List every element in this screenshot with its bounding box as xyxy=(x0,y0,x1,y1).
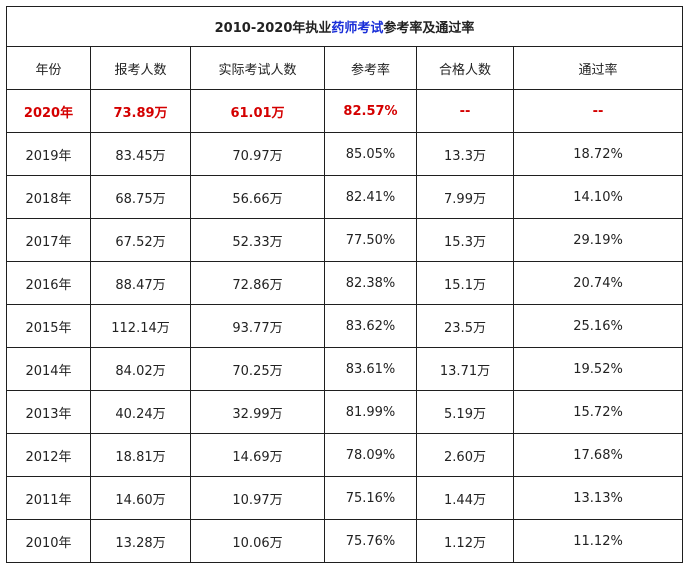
cell-participation: 78.09% xyxy=(324,433,417,477)
cell-applicants: 40.24万 xyxy=(90,390,191,434)
table-row: 2017年 67.52万 52.33万 77.50% 15.3万 29.19% xyxy=(6,218,684,262)
table-row: 2013年 40.24万 32.99万 81.99% 5.19万 15.72% xyxy=(6,390,684,434)
cell-pass-rate: 17.68% xyxy=(512,433,684,477)
title-link-pharmacist-exam[interactable]: 药师考试 xyxy=(331,21,384,36)
cell-participation: 82.57% xyxy=(324,89,417,133)
cell-participation: 81.99% xyxy=(324,390,417,434)
cell-pass-rate: 18.72% xyxy=(512,132,684,176)
cell-pass-rate: 11.12% xyxy=(512,519,684,563)
header-row: 年份 报考人数 实际考试人数 参考率 合格人数 通过率 xyxy=(6,46,684,90)
header-examinees: 实际考试人数 xyxy=(190,46,325,90)
cell-pass-rate: 29.19% xyxy=(512,218,684,262)
cell-applicants: 112.14万 xyxy=(90,304,191,348)
cell-applicants: 18.81万 xyxy=(90,433,191,477)
cell-year: 2015年 xyxy=(6,304,91,348)
table-row: 2018年 68.75万 56.66万 82.41% 7.99万 14.10% xyxy=(6,175,684,219)
cell-examinees: 93.77万 xyxy=(190,304,325,348)
cell-passed: 1.12万 xyxy=(416,519,514,563)
header-passed: 合格人数 xyxy=(416,46,514,90)
table-row-highlight: 2020年 73.89万 61.01万 82.57% -- -- xyxy=(6,89,684,133)
table-row: 2019年 83.45万 70.97万 85.05% 13.3万 18.72% xyxy=(6,132,684,176)
table-row: 2014年 84.02万 70.25万 83.61% 13.71万 19.52% xyxy=(6,347,684,391)
cell-participation: 85.05% xyxy=(324,132,417,176)
cell-passed: 13.3万 xyxy=(416,132,514,176)
cell-applicants: 14.60万 xyxy=(90,476,191,520)
cell-pass-rate: 20.74% xyxy=(512,261,684,305)
cell-examinees: 70.25万 xyxy=(190,347,325,391)
cell-examinees: 56.66万 xyxy=(190,175,325,219)
cell-year: 2016年 xyxy=(6,261,91,305)
cell-passed: 13.71万 xyxy=(416,347,514,391)
cell-participation: 75.76% xyxy=(324,519,417,563)
cell-pass-rate: 14.10% xyxy=(512,175,684,219)
cell-applicants: 88.47万 xyxy=(90,261,191,305)
cell-applicants: 13.28万 xyxy=(90,519,191,563)
header-applicants: 报考人数 xyxy=(90,46,191,90)
cell-year: 2018年 xyxy=(6,175,91,219)
cell-participation: 82.41% xyxy=(324,175,417,219)
cell-passed: 15.1万 xyxy=(416,261,514,305)
cell-year: 2013年 xyxy=(6,390,91,434)
cell-examinees: 10.97万 xyxy=(190,476,325,520)
table-row: 2011年 14.60万 10.97万 75.16% 1.44万 13.13% xyxy=(6,476,684,520)
table-title: 2010-2020年执业药师考试参考率及通过率 xyxy=(5,6,684,47)
cell-applicants: 73.89万 xyxy=(90,89,191,133)
cell-passed: 23.5万 xyxy=(416,304,514,348)
cell-participation: 75.16% xyxy=(324,476,417,520)
cell-pass-rate: 19.52% xyxy=(512,347,684,391)
cell-year: 2019年 xyxy=(6,132,91,176)
cell-participation: 83.61% xyxy=(324,347,417,391)
cell-examinees: 52.33万 xyxy=(190,218,325,262)
header-pass-rate: 通过率 xyxy=(512,46,684,90)
table-row: 2010年 13.28万 10.06万 75.76% 1.12万 11.12% xyxy=(6,519,684,563)
cell-applicants: 67.52万 xyxy=(90,218,191,262)
cell-passed: 1.44万 xyxy=(416,476,514,520)
cell-passed: 5.19万 xyxy=(416,390,514,434)
cell-passed: 7.99万 xyxy=(416,175,514,219)
cell-year: 2011年 xyxy=(6,476,91,520)
table-row: 2016年 88.47万 72.86万 82.38% 15.1万 20.74% xyxy=(6,261,684,305)
cell-applicants: 68.75万 xyxy=(90,175,191,219)
cell-year: 2014年 xyxy=(6,347,91,391)
cell-year: 2010年 xyxy=(6,519,91,563)
cell-applicants: 83.45万 xyxy=(90,132,191,176)
cell-examinees: 14.69万 xyxy=(190,433,325,477)
cell-pass-rate: 15.72% xyxy=(512,390,684,434)
cell-pass-rate: 25.16% xyxy=(512,304,684,348)
cell-participation: 82.38% xyxy=(324,261,417,305)
cell-year: 2012年 xyxy=(6,433,91,477)
table-row: 2012年 18.81万 14.69万 78.09% 2.60万 17.68% xyxy=(6,433,684,477)
cell-pass-rate: 13.13% xyxy=(512,476,684,520)
header-year: 年份 xyxy=(6,46,91,90)
cell-passed: 2.60万 xyxy=(416,433,514,477)
cell-participation: 83.62% xyxy=(324,304,417,348)
table-row: 2015年 112.14万 93.77万 83.62% 23.5万 25.16% xyxy=(6,304,684,348)
cell-participation: 77.50% xyxy=(324,218,417,262)
cell-examinees: 32.99万 xyxy=(190,390,325,434)
cell-passed: 15.3万 xyxy=(416,218,514,262)
cell-year: 2020年 xyxy=(6,89,91,133)
cell-passed: -- xyxy=(416,89,514,133)
cell-pass-rate: -- xyxy=(512,89,684,133)
header-participation: 参考率 xyxy=(324,46,417,90)
table-title-row: 2010-2020年执业药师考试参考率及通过率 xyxy=(5,6,684,47)
cell-examinees: 61.01万 xyxy=(190,89,325,133)
title-suffix: 参考率及通过率 xyxy=(383,21,475,36)
cell-applicants: 84.02万 xyxy=(90,347,191,391)
cell-examinees: 70.97万 xyxy=(190,132,325,176)
title-prefix: 2010-2020年执业 xyxy=(214,21,332,36)
pass-rate-table: 2010-2020年执业药师考试参考率及通过率 年份 报考人数 实际考试人数 参… xyxy=(5,6,684,563)
cell-examinees: 72.86万 xyxy=(190,261,325,305)
cell-year: 2017年 xyxy=(6,218,91,262)
cell-examinees: 10.06万 xyxy=(190,519,325,563)
